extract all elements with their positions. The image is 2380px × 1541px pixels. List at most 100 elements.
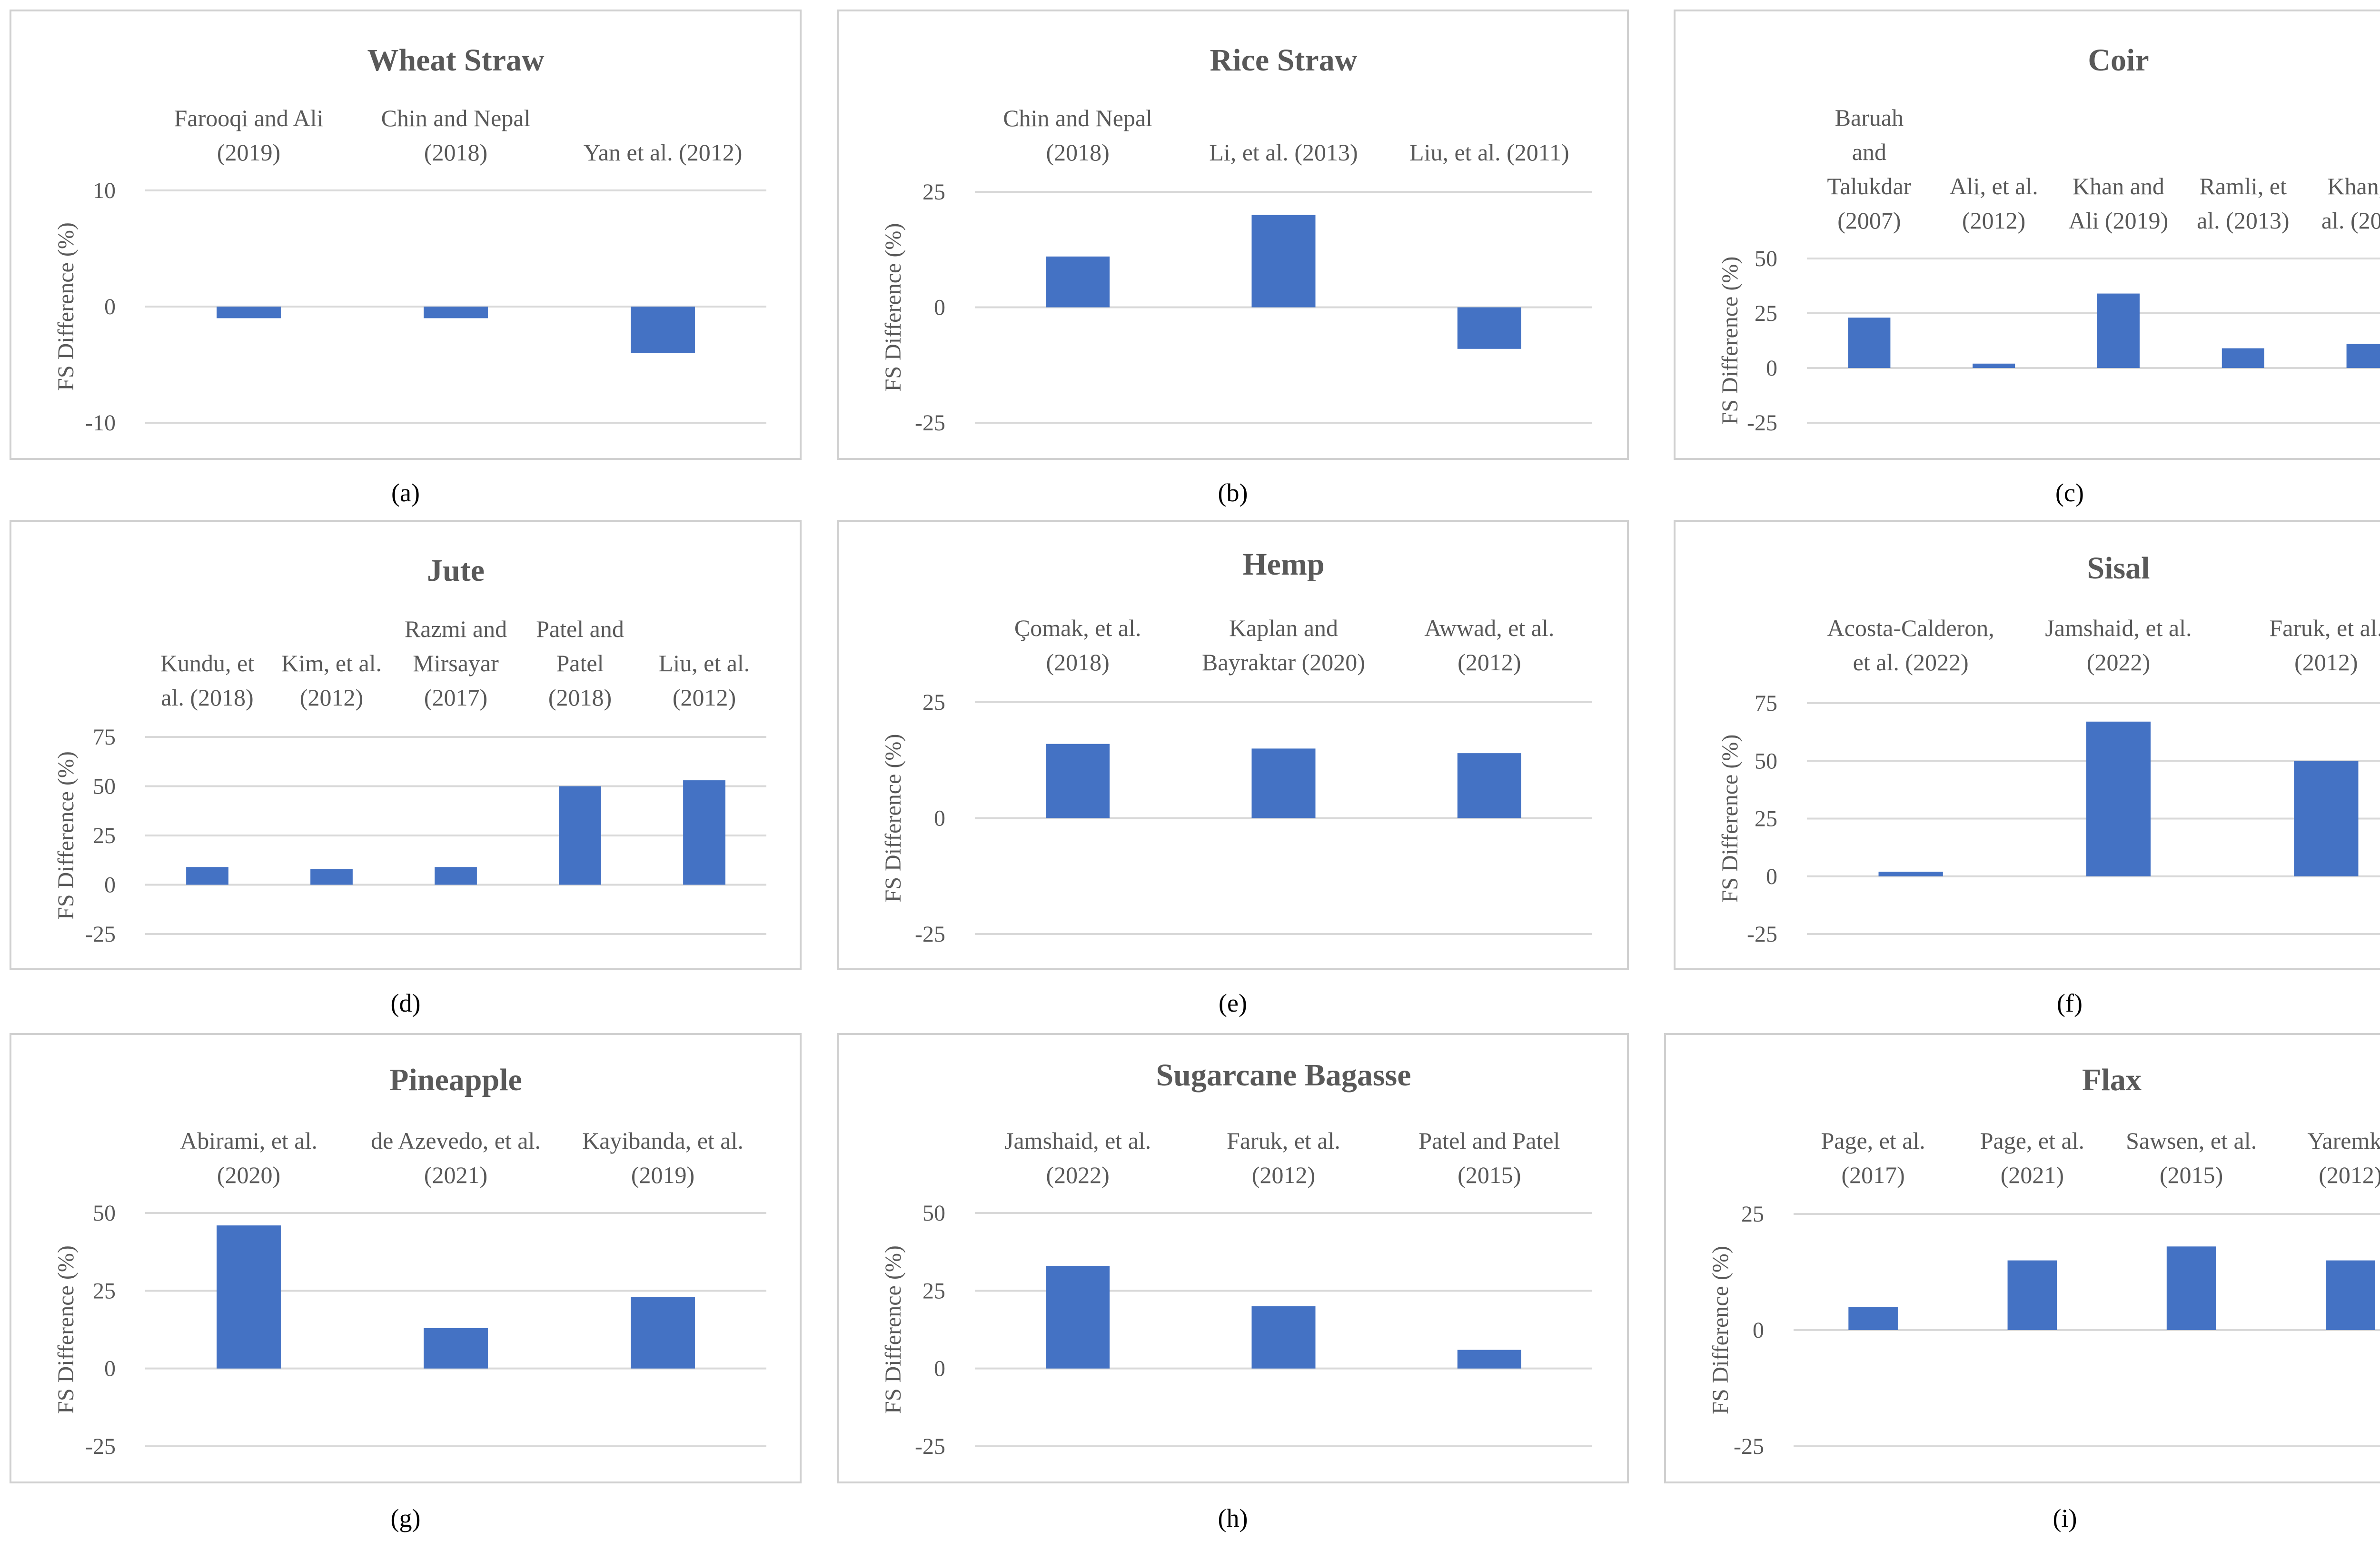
category-label-line: Patel and (536, 616, 624, 642)
category-label-line: (2022) (2087, 649, 2150, 676)
bar (2221, 348, 2264, 368)
y-tick-label: 0 (1753, 1318, 1764, 1343)
bar (1878, 872, 1943, 876)
bar (1848, 318, 1891, 368)
chart-title: Coir (2088, 43, 2149, 78)
category-label: de Azevedo, et al. (2021) (371, 1127, 541, 1188)
chart-frame (10, 10, 802, 460)
category-label: Ali, et al. (2012) (1950, 173, 2038, 234)
bar (1251, 1306, 1316, 1369)
y-tick-label: 50 (1755, 748, 1777, 774)
category-label-line: Baruah (1835, 104, 1904, 131)
chart-panel-2: Rice Straw 25 0 -25 FS Difference (%) Chin an… (837, 10, 1629, 507)
chart-frame (837, 10, 1629, 460)
category-label: Ramli, et al. (2013) (2197, 173, 2289, 234)
y-tick-label: -25 (915, 1434, 945, 1459)
category-label: Page, et al. (2017) (1821, 1127, 1925, 1188)
subcaption: (e) (1219, 989, 1247, 1017)
subcaption: (f) (2057, 989, 2082, 1017)
category-label-line: Yan et al. (2012) (584, 139, 743, 166)
subcaption: (h) (1218, 1504, 1248, 1532)
category-label: Abirami, et al. (2020) (180, 1127, 317, 1188)
chart-title: Rice Straw (1210, 43, 1358, 78)
category-label: Page, et al. (2021) (1980, 1127, 2084, 1188)
category-label-line: al. (2018) (161, 684, 253, 711)
category-label: Jamshaid, et al. (2022) (2045, 615, 2192, 676)
y-tick-label: -25 (1734, 1434, 1764, 1459)
category-label-line: (2021) (424, 1162, 487, 1188)
category-label-line: Mirsayar (413, 650, 499, 676)
bar (1973, 363, 2015, 368)
subcaption: (c) (2055, 478, 2084, 507)
bar (2086, 721, 2151, 876)
chart-title: Jute (427, 553, 485, 588)
bar (631, 1297, 695, 1369)
y-tick-label: -10 (85, 410, 116, 436)
category-label: Chin and Nepal (2018) (381, 105, 531, 166)
y-tick-label: 0 (1766, 356, 1777, 381)
category-label-line: (2018) (424, 139, 487, 166)
category-label: Yaremko (2012) (2307, 1127, 2380, 1188)
bar (2346, 344, 2380, 368)
category-label-line: Patel (556, 650, 604, 676)
y-tick-label: 0 (104, 873, 116, 898)
y-tick-label: 50 (93, 1201, 116, 1226)
category-label-line: Khan, et (2327, 173, 2380, 199)
category-label: Razmi and Mirsayar (2017) (405, 616, 507, 711)
chart-frame (837, 520, 1629, 970)
bar (683, 780, 725, 885)
category-label-line: Abirami, et al. (180, 1127, 317, 1154)
y-tick-label: 25 (922, 690, 945, 715)
bar (424, 307, 488, 318)
category-label: Liu, et al. (2012) (659, 650, 750, 711)
y-tick-label: 0 (1766, 864, 1777, 889)
y-axis-label: FS Difference (%) (1717, 257, 1743, 425)
y-axis-label: FS Difference (%) (881, 734, 906, 903)
category-label-line: Kim, et al. (281, 650, 382, 676)
bar (435, 867, 477, 885)
bar (2294, 761, 2359, 876)
y-tick-label: -25 (85, 922, 116, 947)
subcaption: (a) (391, 478, 420, 507)
bar (2097, 293, 2140, 368)
chart-title: Wheat Straw (367, 43, 544, 78)
category-label: Liu, et al. (2011) (1409, 139, 1569, 166)
chart-title: Pineapple (389, 1063, 522, 1097)
subcaption: (d) (391, 989, 421, 1017)
category-label-line: Patel and Patel (1418, 1127, 1560, 1154)
bar (1848, 1307, 1898, 1330)
category-label: Jamshaid, et al. (2022) (1004, 1127, 1151, 1188)
y-tick-label: 0 (934, 295, 945, 320)
category-label-line: Jamshaid, et al. (2045, 615, 2192, 641)
category-label-line: Chin and Nepal (1003, 105, 1152, 131)
y-tick-label: 75 (93, 725, 116, 750)
category-label-line: (2018) (1046, 139, 1110, 166)
category-label-line: Talukdar (1827, 173, 1911, 199)
category-label-line: (2022) (1046, 1162, 1110, 1188)
y-tick-label: 10 (93, 178, 116, 203)
chart-frame (837, 1033, 1629, 1483)
y-tick-label: 75 (1755, 691, 1777, 716)
category-label-line: Yaremko (2307, 1127, 2380, 1154)
chart-frame (10, 520, 802, 970)
bar (186, 867, 228, 885)
category-label: Khan and Ali (2019) (2069, 173, 2169, 234)
y-tick-label: 50 (922, 1201, 945, 1226)
y-tick-label: -25 (915, 922, 945, 947)
y-tick-label: 50 (93, 774, 116, 799)
bar (1457, 307, 1521, 349)
y-tick-label: 25 (93, 1278, 116, 1303)
category-label-line: (2018) (1046, 649, 1110, 676)
category-label-line: al. (2013) (2197, 207, 2289, 234)
category-label-line: (2012) (2319, 1162, 2380, 1188)
chart-panel-5: Hemp 25 0 -25 FS Difference (%) Çomak, et al.… (837, 520, 1629, 1017)
y-tick-label: 25 (922, 179, 945, 205)
category-label: Khan, et al. (2020) (2321, 173, 2380, 234)
category-label-line: (2012) (2294, 649, 2358, 676)
category-label-line: Farooqi and Ali (174, 105, 324, 131)
chart-panel-8: Sugarcane Bagasse 50 25 0 -25 FS Difference (… (837, 1033, 1629, 1532)
bar (631, 307, 695, 353)
chart-frame (1664, 1033, 2380, 1483)
category-label-line: (2012) (300, 684, 363, 711)
